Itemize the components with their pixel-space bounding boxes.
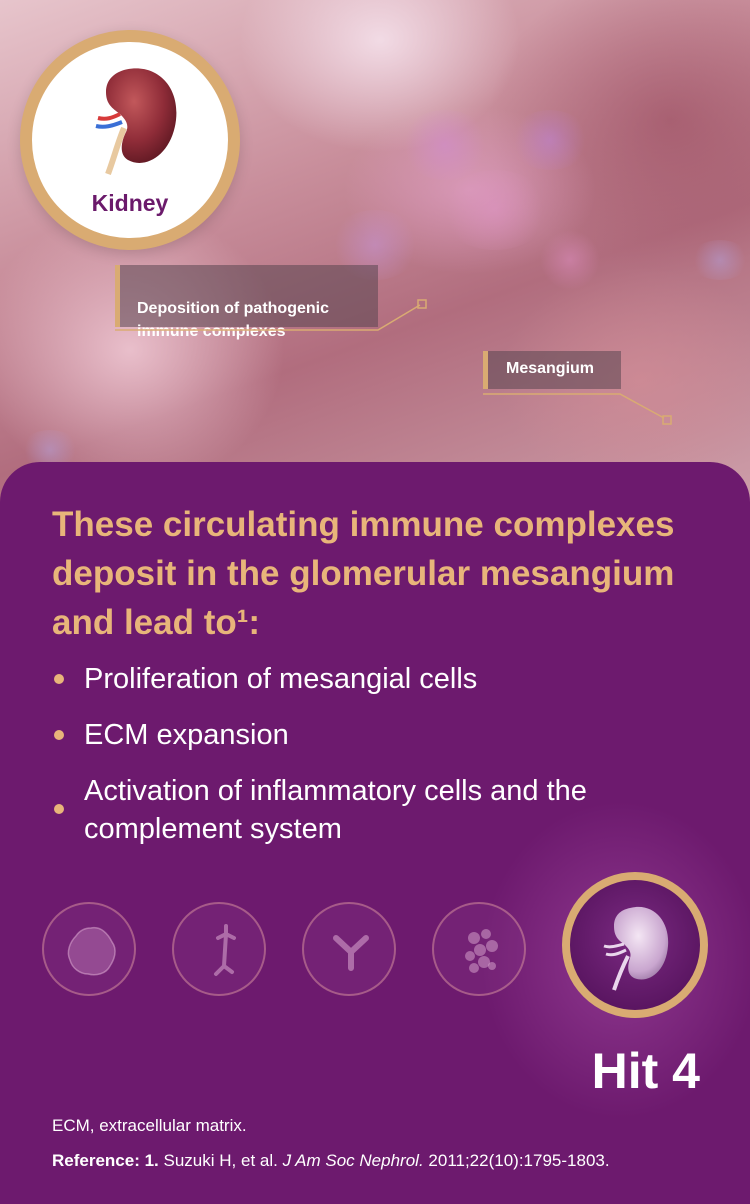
- list-item-text: ECM expansion: [84, 719, 289, 751]
- hit-label: Hit 4: [591, 1043, 700, 1099]
- kidney-badge-label: Kidney: [91, 190, 169, 216]
- list-item-text: Proliferation of mesangial cells: [84, 663, 478, 695]
- main-heading: These circulating immune complexes depos…: [52, 505, 675, 642]
- list-item: Activation of inflammatory cells and the…: [52, 772, 672, 848]
- bullet-dot-icon: [54, 804, 64, 814]
- bullet-dot-icon: [54, 730, 64, 740]
- kidney-icon: [603, 906, 669, 991]
- callout-deposition: Deposition of pathogenic immune complexe…: [115, 265, 378, 340]
- callout-leader-lines: [115, 299, 672, 425]
- reference-label: Reference: 1.: [52, 1151, 159, 1170]
- callout-deposition-text: Deposition of pathogenic immune complexe…: [137, 300, 329, 340]
- bullet-dot-icon: [54, 674, 64, 684]
- callout-mesangium-text: Mesangium: [506, 360, 595, 377]
- immunoglobulin-chain-icon: [172, 902, 266, 996]
- list-item-text: Activation of inflammatory cells and the…: [84, 775, 587, 845]
- reference-citation: Reference: 1. Suzuki H, et al. J Am Soc …: [52, 1151, 610, 1171]
- hero-illustration: Kidney Deposition of pathogenic immune c…: [0, 0, 750, 520]
- effects-list: Proliferation of mesangial cells ECM exp…: [52, 660, 672, 866]
- abbreviation-footnote: ECM, extracellular matrix.: [52, 1116, 247, 1135]
- callout-mesangium: Mesangium: [483, 351, 621, 389]
- list-item: Proliferation of mesangial cells: [52, 660, 672, 698]
- antibody-icon: [302, 902, 396, 996]
- kidney-icon: [95, 68, 177, 176]
- list-item: ECM expansion: [52, 716, 672, 754]
- hit-4-kidney-badge: [562, 872, 708, 1018]
- cell-icon: [42, 902, 136, 996]
- reference-journal: J Am Soc Nephrol.: [282, 1151, 424, 1170]
- reference-authors: Suzuki H, et al.: [163, 1151, 278, 1170]
- immune-complex-icon: [432, 902, 526, 996]
- reference-details: 2011;22(10):1795-1803.: [428, 1151, 610, 1170]
